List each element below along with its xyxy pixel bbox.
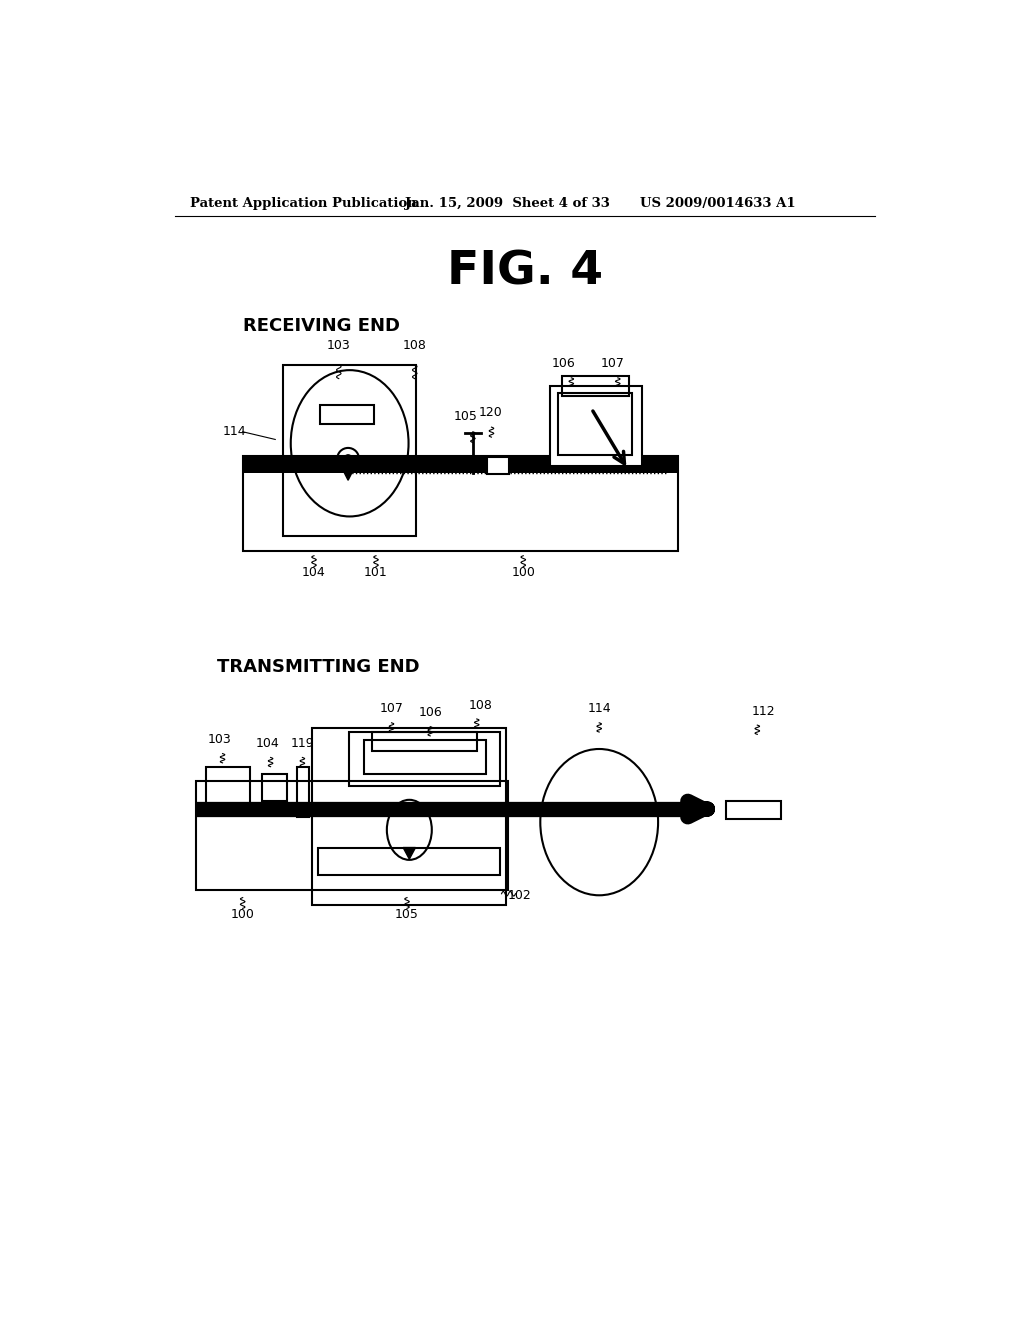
Text: 101: 101	[365, 566, 388, 579]
Bar	[349, 733, 500, 785]
Bar	[558, 393, 632, 455]
Text: 108: 108	[469, 698, 493, 711]
Text: 105: 105	[395, 908, 419, 921]
Bar	[262, 775, 287, 801]
Text: RECEIVING END: RECEIVING END	[243, 317, 399, 335]
Bar	[283, 364, 417, 536]
Text: 100: 100	[511, 566, 536, 579]
Text: Jan. 15, 2009  Sheet 4 of 33: Jan. 15, 2009 Sheet 4 of 33	[406, 197, 610, 210]
Bar	[321, 405, 375, 424]
Bar	[243, 455, 678, 552]
Text: Patent Application Publication: Patent Application Publication	[190, 197, 417, 210]
Text: 103: 103	[208, 733, 231, 746]
Bar	[550, 385, 642, 466]
Text: 121: 121	[643, 455, 667, 469]
Text: FIG. 4: FIG. 4	[446, 249, 603, 294]
Text: 120: 120	[479, 407, 503, 418]
Bar	[365, 739, 486, 775]
Bar	[206, 767, 251, 805]
Text: 114: 114	[223, 425, 247, 438]
Text: 102: 102	[508, 888, 531, 902]
Text: 105: 105	[454, 409, 477, 422]
Text: 104: 104	[256, 737, 280, 750]
Text: 100: 100	[230, 908, 255, 921]
Bar	[317, 847, 500, 875]
Polygon shape	[403, 847, 416, 859]
Circle shape	[344, 455, 352, 462]
Bar	[197, 780, 508, 890]
Text: 112: 112	[752, 705, 775, 718]
Text: 119: 119	[291, 737, 314, 750]
Text: US 2009/0014633 A1: US 2009/0014633 A1	[640, 197, 795, 210]
Text: 108: 108	[402, 339, 427, 352]
Text: TRANSMITTING END: TRANSMITTING END	[217, 657, 420, 676]
Bar	[372, 733, 477, 751]
Text: 106: 106	[419, 706, 442, 719]
Polygon shape	[343, 471, 352, 480]
Bar	[297, 767, 308, 817]
Bar	[562, 376, 629, 396]
Text: 106: 106	[552, 358, 575, 371]
Text: 104: 104	[302, 566, 326, 579]
Bar	[726, 801, 780, 818]
Text: 114: 114	[588, 702, 611, 715]
Bar	[312, 729, 506, 906]
Text: 103: 103	[327, 339, 350, 352]
Text: 107: 107	[380, 702, 403, 715]
Text: 107: 107	[600, 358, 625, 371]
Bar	[486, 457, 509, 474]
